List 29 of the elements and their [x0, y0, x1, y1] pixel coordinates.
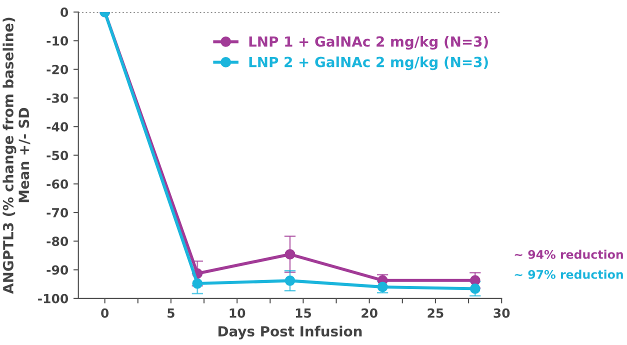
point [284, 249, 296, 260]
point [470, 283, 480, 294]
x-tick-label: 5 [168, 308, 174, 318]
x-tick-label: 20 [362, 308, 378, 318]
x-tick-label: 10 [230, 308, 246, 318]
y-tick-label: 0 [60, 8, 68, 17]
text: ~ 94% reduction [514, 250, 623, 259]
text: ~ 97% reduction [514, 270, 623, 279]
legend-label: LNP 1 + GalNAc 2 mg/kg (N=3) [249, 36, 488, 50]
y-tick-label: -90 [46, 265, 68, 275]
y-tick-label: -40 [46, 122, 68, 132]
y-axis-title: ANGPTL3 (% change from baseline) Mean +/- SD [2, 18, 30, 294]
y-tick-label: -80 [46, 236, 68, 246]
y-tick-label: -30 [46, 93, 68, 103]
y-tick-label: -10 [46, 36, 68, 46]
legend-label: LNP 2 + GalNAc 2 mg/kg (N=3) [249, 56, 488, 70]
x-axis-title: Days Post Infusion [218, 326, 362, 340]
y-tick-label: -70 [46, 208, 68, 218]
x-tick-label: 25 [428, 308, 444, 318]
point [192, 278, 203, 289]
y-tick-label: -20 [46, 64, 68, 74]
y-tick-label: -100 [38, 294, 68, 304]
point [470, 275, 480, 286]
point [284, 275, 296, 286]
x-tick-label: 30 [494, 308, 510, 318]
y-tick-label: -50 [46, 150, 68, 160]
y-tick-label: -60 [46, 179, 68, 189]
x-tick-label: 15 [296, 308, 312, 318]
x-tick-label: 0 [101, 308, 109, 318]
